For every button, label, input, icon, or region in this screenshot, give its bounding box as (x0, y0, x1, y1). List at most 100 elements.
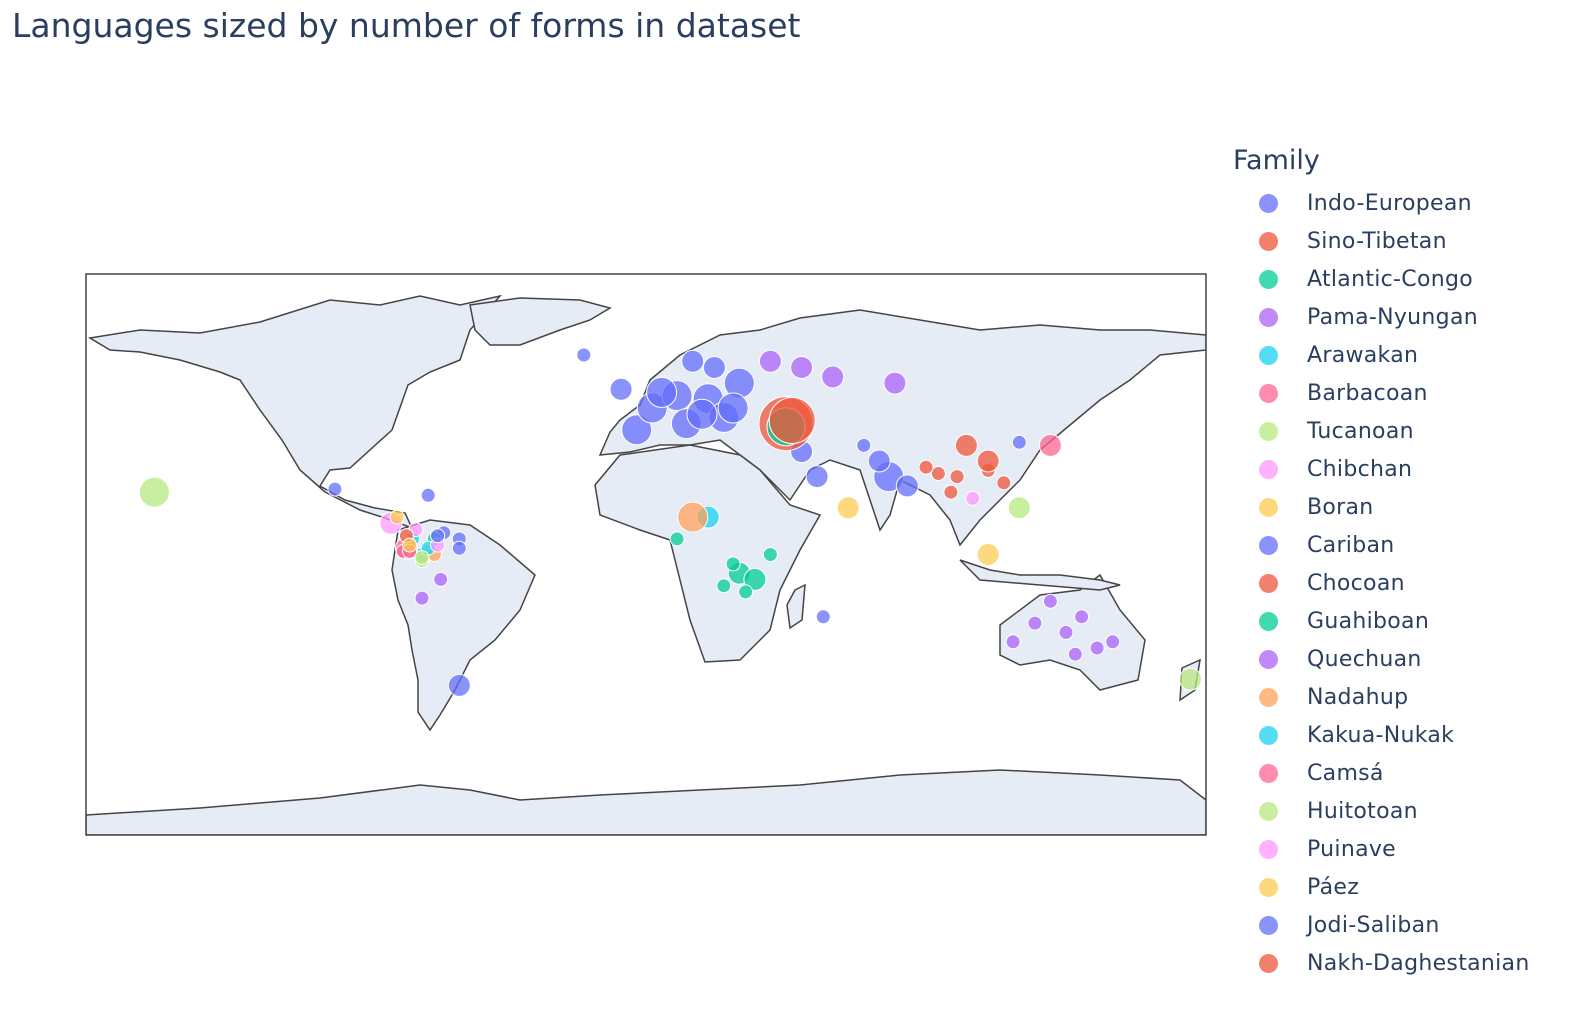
legend-item-p-ez[interactable]: Páez (1233, 868, 1530, 906)
language-point[interactable] (965, 490, 981, 506)
language-point[interactable] (790, 356, 814, 379)
language-point[interactable] (402, 537, 418, 553)
legend-item-arawakan[interactable]: Arawakan (1233, 336, 1530, 374)
language-point[interactable] (815, 609, 831, 625)
language-point[interactable] (954, 433, 978, 457)
language-point[interactable] (856, 437, 872, 453)
land-greenland (469, 297, 612, 346)
language-point[interactable] (758, 349, 782, 373)
legend-marker (1259, 345, 1278, 365)
language-point[interactable] (805, 465, 829, 489)
language-point[interactable] (867, 449, 891, 473)
legend-item-pama-nyungan[interactable]: Pama-Nyungan (1233, 298, 1530, 336)
language-point[interactable] (447, 673, 471, 697)
legend-item-atlantic-congo[interactable]: Atlantic-Congo (1233, 260, 1530, 298)
language-point[interactable] (1105, 634, 1121, 650)
language-point[interactable] (1178, 667, 1202, 691)
language-point[interactable] (976, 543, 1000, 566)
language-point[interactable] (669, 531, 685, 547)
language-point[interactable] (943, 484, 959, 500)
legend-item-puinave[interactable]: Puinave (1233, 830, 1530, 868)
legend-label: Chocoan (1307, 570, 1405, 596)
language-point[interactable] (1005, 634, 1021, 650)
language-point[interactable] (1027, 615, 1043, 631)
language-point[interactable] (433, 571, 449, 587)
language-point[interactable] (681, 349, 705, 373)
language-point[interactable] (677, 501, 709, 533)
language-point[interactable] (327, 481, 343, 497)
legend-item-tucanoan[interactable]: Tucanoan (1233, 412, 1530, 450)
language-point[interactable] (420, 487, 436, 503)
language-point[interactable] (686, 398, 718, 430)
legend-item-jodi-saliban[interactable]: Jodi-Saliban (1233, 906, 1530, 944)
legend-item-indo-european[interactable]: Indo-European (1233, 184, 1530, 222)
land-indonesia (959, 559, 1121, 591)
legend-title: Family (1233, 145, 1320, 176)
legend-item-nakh-daghestanian[interactable]: Nakh-Daghestanian (1233, 944, 1530, 982)
legend-label: Jodi-Saliban (1307, 912, 1440, 938)
legend-label: Barbacoan (1307, 380, 1428, 406)
language-point[interactable] (451, 540, 467, 556)
language-point[interactable] (414, 590, 430, 606)
language-point[interactable] (1038, 433, 1062, 457)
legend-label: Quechuan (1307, 646, 1422, 672)
legend-marker (1259, 383, 1278, 403)
language-point[interactable] (716, 578, 732, 594)
language-point[interactable] (430, 528, 446, 544)
legend-marker (1259, 877, 1278, 897)
land-north-america (87, 294, 503, 530)
language-point[interactable] (702, 356, 726, 379)
legend-label: Cariban (1307, 532, 1395, 558)
language-point[interactable] (930, 466, 946, 481)
language-point[interactable] (918, 459, 934, 475)
language-point[interactable] (821, 365, 845, 389)
legend-label: Huitotoan (1307, 798, 1418, 824)
language-point[interactable] (576, 347, 592, 363)
legend-item-chocoan[interactable]: Chocoan (1233, 564, 1530, 602)
legend-marker (1259, 269, 1278, 289)
legend-item-quechuan[interactable]: Quechuan (1233, 640, 1530, 678)
language-point[interactable] (996, 475, 1012, 491)
language-point[interactable] (768, 397, 816, 444)
language-point[interactable] (1089, 640, 1105, 656)
legend-item-barbacoan[interactable]: Barbacoan (1233, 374, 1530, 412)
legend-item-kakua-nukak[interactable]: Kakua-Nukak (1233, 716, 1530, 754)
language-point[interactable] (738, 584, 754, 600)
legend-item-huitotoan[interactable]: Huitotoan (1233, 792, 1530, 830)
legend-item-cariban[interactable]: Cariban (1233, 526, 1530, 564)
language-point[interactable] (1042, 593, 1058, 609)
language-point[interactable] (1007, 496, 1031, 520)
legend-label: Guahiboan (1307, 608, 1430, 634)
language-point[interactable] (895, 474, 919, 498)
language-point[interactable] (743, 567, 767, 591)
legend-label: Chibchan (1307, 456, 1413, 482)
legend-item-cams-[interactable]: Camsá (1233, 754, 1530, 792)
legend-item-chibchan[interactable]: Chibchan (1233, 450, 1530, 488)
language-point[interactable] (621, 414, 653, 446)
language-point[interactable] (138, 476, 170, 508)
language-point[interactable] (389, 509, 405, 525)
language-point[interactable] (883, 371, 907, 395)
language-point[interactable] (725, 556, 741, 572)
language-point[interactable] (717, 392, 749, 424)
language-point[interactable] (1058, 624, 1074, 640)
language-point[interactable] (836, 496, 860, 520)
language-point[interactable] (762, 547, 778, 562)
legend-item-sino-tibetan[interactable]: Sino-Tibetan (1233, 222, 1530, 260)
legend-label: Sino-Tibetan (1307, 228, 1447, 254)
language-point[interactable] (976, 449, 1000, 473)
legend-item-guahiboan[interactable]: Guahiboan (1233, 602, 1530, 640)
language-point[interactable] (414, 550, 430, 566)
language-point[interactable] (1074, 609, 1090, 625)
language-point[interactable] (1067, 646, 1083, 662)
legend-items: Indo-European Sino-Tibetan Atlantic-Congo P… (1233, 184, 1530, 982)
legend-item-boran[interactable]: Boran (1233, 488, 1530, 526)
legend-marker (1259, 573, 1278, 593)
legend-marker (1259, 839, 1278, 859)
legend-item-nadahup[interactable]: Nadahup (1233, 678, 1530, 716)
language-point[interactable] (646, 376, 678, 408)
language-point[interactable] (949, 469, 965, 485)
language-point[interactable] (609, 377, 633, 401)
language-point[interactable] (1011, 434, 1027, 450)
